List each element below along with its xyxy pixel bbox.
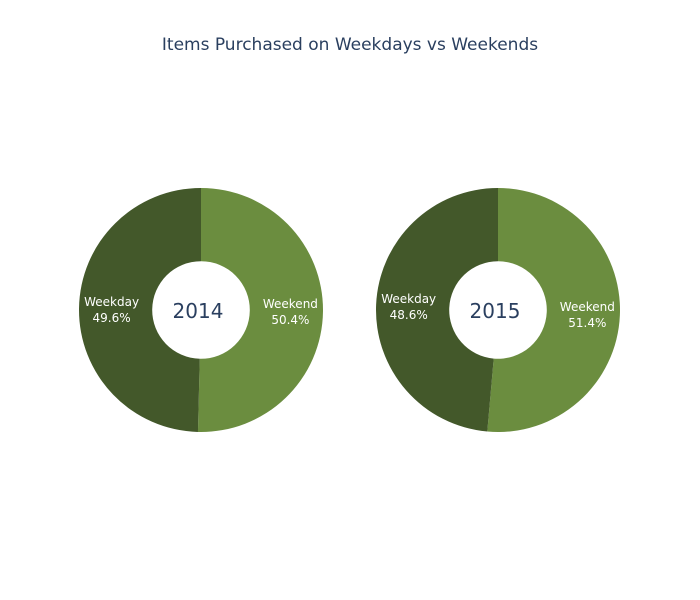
slice-2015-weekday[interactable]: [376, 188, 498, 432]
slice-2014-weekend[interactable]: [197, 188, 324, 433]
slice-label-2014-weekend: Weekend 50.4%: [263, 297, 318, 327]
slice-2014-weekday[interactable]: [79, 188, 201, 432]
center-label-2014: 2014: [173, 299, 224, 323]
slice-label-2015-weekday: Weekday 48.6%: [381, 292, 436, 322]
center-label-2015: 2015: [470, 299, 521, 323]
slice-2015-weekend[interactable]: [487, 188, 621, 432]
chart-title: Items Purchased on Weekdays vs Weekends: [162, 35, 538, 55]
slice-label-2014-weekday: Weekday 49.6%: [84, 295, 139, 325]
donuts-group: Weekend 50.4% Weekday 49.6% 2014 Weekend 51.4%…: [79, 188, 621, 433]
slice-label-2015-weekend: Weekend 51.4%: [560, 300, 615, 330]
donut-2015: Weekend 51.4% Weekday 48.6% 2015: [376, 188, 621, 432]
donut-2014: Weekend 50.4% Weekday 49.6% 2014: [79, 188, 324, 433]
